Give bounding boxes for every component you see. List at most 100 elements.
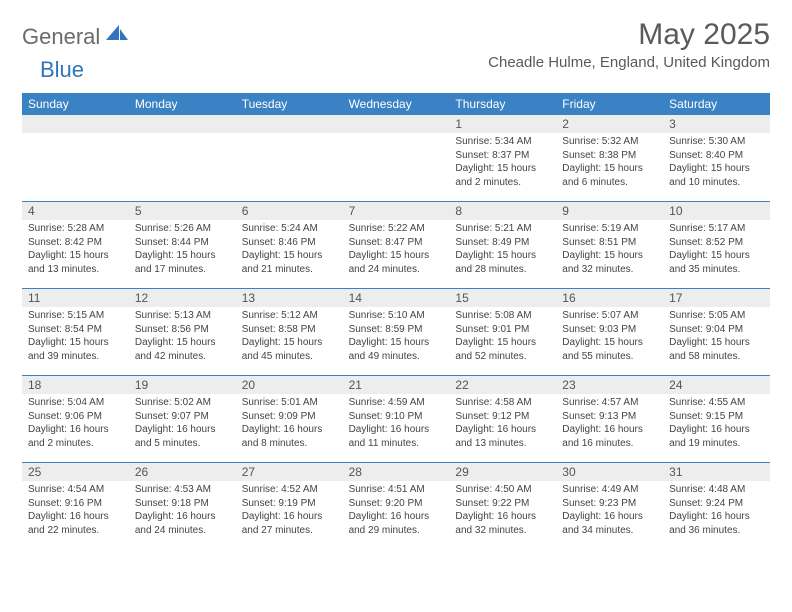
day-number: 8 — [449, 202, 556, 220]
sunset-line: Sunset: 8:44 PM — [135, 236, 230, 250]
day-details: Sunrise: 5:30 AMSunset: 8:40 PMDaylight:… — [663, 133, 770, 193]
daylight-line-2: and 35 minutes. — [669, 263, 764, 277]
daylight-line-2: and 2 minutes. — [455, 176, 550, 190]
day-details: Sunrise: 5:17 AMSunset: 8:52 PMDaylight:… — [663, 220, 770, 280]
daylight-line-1: Daylight: 15 hours — [562, 249, 657, 263]
sunrise-line: Sunrise: 5:32 AM — [562, 135, 657, 149]
sunrise-line: Sunrise: 5:28 AM — [28, 222, 123, 236]
day-number: 7 — [343, 202, 450, 220]
sunrise-line: Sunrise: 4:52 AM — [242, 483, 337, 497]
sunset-line: Sunset: 8:38 PM — [562, 149, 657, 163]
sunrise-line: Sunrise: 5:19 AM — [562, 222, 657, 236]
logo-sail-icon — [106, 25, 128, 48]
daylight-line-1: Daylight: 15 hours — [455, 336, 550, 350]
day-details: Sunrise: 4:53 AMSunset: 9:18 PMDaylight:… — [129, 481, 236, 541]
day-details: Sunrise: 5:21 AMSunset: 8:49 PMDaylight:… — [449, 220, 556, 280]
empty-cell — [343, 115, 450, 201]
sunset-line: Sunset: 8:52 PM — [669, 236, 764, 250]
daylight-line-1: Daylight: 16 hours — [455, 510, 550, 524]
week-row: 4Sunrise: 5:28 AMSunset: 8:42 PMDaylight… — [22, 201, 770, 288]
day-details: Sunrise: 4:52 AMSunset: 9:19 PMDaylight:… — [236, 481, 343, 541]
sunset-line: Sunset: 9:01 PM — [455, 323, 550, 337]
logo-word-2: Blue — [40, 57, 84, 83]
day-number: 19 — [129, 376, 236, 394]
sunset-line: Sunset: 9:22 PM — [455, 497, 550, 511]
day-cell: 24Sunrise: 4:55 AMSunset: 9:15 PMDayligh… — [663, 376, 770, 462]
day-cell: 26Sunrise: 4:53 AMSunset: 9:18 PMDayligh… — [129, 463, 236, 549]
day-header-monday: Monday — [129, 93, 236, 115]
daylight-line-2: and 6 minutes. — [562, 176, 657, 190]
daylight-line-2: and 17 minutes. — [135, 263, 230, 277]
day-details: Sunrise: 5:34 AMSunset: 8:37 PMDaylight:… — [449, 133, 556, 193]
sunset-line: Sunset: 8:46 PM — [242, 236, 337, 250]
daylight-line-1: Daylight: 16 hours — [135, 510, 230, 524]
sunset-line: Sunset: 8:37 PM — [455, 149, 550, 163]
daylight-line-1: Daylight: 15 hours — [135, 336, 230, 350]
day-details: Sunrise: 5:28 AMSunset: 8:42 PMDaylight:… — [22, 220, 129, 280]
daylight-line-1: Daylight: 16 hours — [562, 510, 657, 524]
daylight-line-2: and 29 minutes. — [349, 524, 444, 538]
daylight-line-2: and 13 minutes. — [455, 437, 550, 451]
day-number: 17 — [663, 289, 770, 307]
day-cell: 28Sunrise: 4:51 AMSunset: 9:20 PMDayligh… — [343, 463, 450, 549]
day-number: 27 — [236, 463, 343, 481]
day-number — [343, 115, 450, 133]
day-cell: 3Sunrise: 5:30 AMSunset: 8:40 PMDaylight… — [663, 115, 770, 201]
daylight-line-2: and 19 minutes. — [669, 437, 764, 451]
sunrise-line: Sunrise: 4:51 AM — [349, 483, 444, 497]
daylight-line-1: Daylight: 15 hours — [562, 336, 657, 350]
day-header-tuesday: Tuesday — [236, 93, 343, 115]
day-cell: 10Sunrise: 5:17 AMSunset: 8:52 PMDayligh… — [663, 202, 770, 288]
day-details: Sunrise: 5:07 AMSunset: 9:03 PMDaylight:… — [556, 307, 663, 367]
sunset-line: Sunset: 8:51 PM — [562, 236, 657, 250]
sunrise-line: Sunrise: 5:02 AM — [135, 396, 230, 410]
sunset-line: Sunset: 9:13 PM — [562, 410, 657, 424]
day-details: Sunrise: 4:59 AMSunset: 9:10 PMDaylight:… — [343, 394, 450, 454]
day-number: 24 — [663, 376, 770, 394]
daylight-line-2: and 16 minutes. — [562, 437, 657, 451]
daylight-line-2: and 5 minutes. — [135, 437, 230, 451]
daylight-line-1: Daylight: 15 hours — [455, 249, 550, 263]
day-number: 15 — [449, 289, 556, 307]
sunrise-line: Sunrise: 5:24 AM — [242, 222, 337, 236]
daylight-line-1: Daylight: 15 hours — [669, 336, 764, 350]
daylight-line-2: and 10 minutes. — [669, 176, 764, 190]
sunset-line: Sunset: 8:56 PM — [135, 323, 230, 337]
day-details: Sunrise: 5:08 AMSunset: 9:01 PMDaylight:… — [449, 307, 556, 367]
daylight-line-2: and 42 minutes. — [135, 350, 230, 364]
sunrise-line: Sunrise: 5:04 AM — [28, 396, 123, 410]
sunset-line: Sunset: 9:24 PM — [669, 497, 764, 511]
daylight-line-2: and 39 minutes. — [28, 350, 123, 364]
daylight-line-2: and 28 minutes. — [455, 263, 550, 277]
day-cell: 14Sunrise: 5:10 AMSunset: 8:59 PMDayligh… — [343, 289, 450, 375]
day-cell: 11Sunrise: 5:15 AMSunset: 8:54 PMDayligh… — [22, 289, 129, 375]
sunset-line: Sunset: 9:07 PM — [135, 410, 230, 424]
location-label: Cheadle Hulme, England, United Kingdom — [488, 54, 770, 71]
day-details: Sunrise: 5:26 AMSunset: 8:44 PMDaylight:… — [129, 220, 236, 280]
daylight-line-2: and 27 minutes. — [242, 524, 337, 538]
daylight-line-1: Daylight: 16 hours — [669, 510, 764, 524]
daylight-line-1: Daylight: 15 hours — [349, 249, 444, 263]
day-details: Sunrise: 5:12 AMSunset: 8:58 PMDaylight:… — [236, 307, 343, 367]
sunrise-line: Sunrise: 4:54 AM — [28, 483, 123, 497]
sunrise-line: Sunrise: 4:58 AM — [455, 396, 550, 410]
day-cell: 25Sunrise: 4:54 AMSunset: 9:16 PMDayligh… — [22, 463, 129, 549]
day-number: 4 — [22, 202, 129, 220]
sunrise-line: Sunrise: 5:08 AM — [455, 309, 550, 323]
empty-cell — [129, 115, 236, 201]
day-cell: 19Sunrise: 5:02 AMSunset: 9:07 PMDayligh… — [129, 376, 236, 462]
day-cell: 16Sunrise: 5:07 AMSunset: 9:03 PMDayligh… — [556, 289, 663, 375]
day-cell: 13Sunrise: 5:12 AMSunset: 8:58 PMDayligh… — [236, 289, 343, 375]
sunset-line: Sunset: 8:40 PM — [669, 149, 764, 163]
day-cell: 22Sunrise: 4:58 AMSunset: 9:12 PMDayligh… — [449, 376, 556, 462]
day-cell: 12Sunrise: 5:13 AMSunset: 8:56 PMDayligh… — [129, 289, 236, 375]
day-number: 13 — [236, 289, 343, 307]
sunrise-line: Sunrise: 5:07 AM — [562, 309, 657, 323]
day-details: Sunrise: 4:57 AMSunset: 9:13 PMDaylight:… — [556, 394, 663, 454]
day-number: 29 — [449, 463, 556, 481]
daylight-line-2: and 55 minutes. — [562, 350, 657, 364]
sunrise-line: Sunrise: 4:53 AM — [135, 483, 230, 497]
daylight-line-2: and 2 minutes. — [28, 437, 123, 451]
daylight-line-1: Daylight: 15 hours — [28, 249, 123, 263]
daylight-line-1: Daylight: 15 hours — [135, 249, 230, 263]
